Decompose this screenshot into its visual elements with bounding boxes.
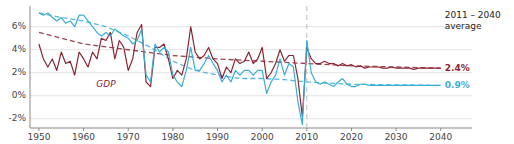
- x-tick-label: 2030: [385, 132, 408, 142]
- x-tick: [262, 128, 263, 131]
- annotation-line: average: [445, 21, 482, 31]
- annotation-line: 2011 – 2040: [445, 10, 501, 20]
- x-tick-label: 2020: [340, 132, 363, 142]
- x-tick: [38, 128, 39, 131]
- x-tick-label: 1980: [161, 132, 184, 142]
- y-tick-label: -2%: [8, 113, 26, 123]
- series-label: GDP: [96, 79, 116, 89]
- y-tick-label: 0%: [12, 90, 27, 100]
- x-tick-label: 2000: [251, 132, 274, 142]
- series-line: [307, 41, 441, 87]
- grid-line: [30, 95, 472, 96]
- plot-area: [39, 6, 441, 128]
- x-tick-label: 1950: [27, 132, 50, 142]
- y-axis-line: [30, 6, 31, 128]
- annotations: GDP 2011 – 2040average 2.4% 0.9%: [96, 10, 501, 90]
- reference-line: [306, 6, 307, 128]
- series-line: [39, 13, 307, 125]
- x-tick: [217, 128, 218, 131]
- annotation: 2011 – 2040average: [445, 10, 501, 31]
- x-axis-line: [30, 128, 472, 129]
- chart: -2% 0% 2% 4% 6% 1950 1960 1970 1980 1990 2000 2010 2…: [0, 0, 514, 144]
- grid-line: [30, 49, 472, 50]
- x-tick-label: 1990: [206, 132, 229, 142]
- x-tick: [128, 128, 129, 131]
- grid-line: [30, 118, 472, 119]
- y-tick-label: 2%: [12, 67, 27, 77]
- x-tick: [440, 128, 441, 131]
- x-tick: [172, 128, 173, 131]
- axes: -2% 0% 2% 4% 6% 1950 1960 1970 1980 1990 2000 2010 2…: [8, 6, 472, 142]
- y-tick-label: 4%: [12, 44, 27, 54]
- series-line: [307, 47, 441, 69]
- x-tick-label: 2010: [295, 132, 318, 142]
- x-tick: [396, 128, 397, 131]
- x-tick-label: 1970: [117, 132, 140, 142]
- x-tick-label: 1960: [72, 132, 95, 142]
- x-tick: [351, 128, 352, 131]
- x-tick-label: 2040: [429, 132, 452, 142]
- y-tick-label: 6%: [12, 21, 27, 31]
- end-label: 0.9%: [445, 80, 470, 90]
- series-line: [39, 24, 307, 116]
- grid-line: [30, 26, 472, 27]
- x-tick: [83, 128, 84, 131]
- x-tick: [306, 128, 307, 131]
- end-label: 2.4%: [445, 63, 470, 73]
